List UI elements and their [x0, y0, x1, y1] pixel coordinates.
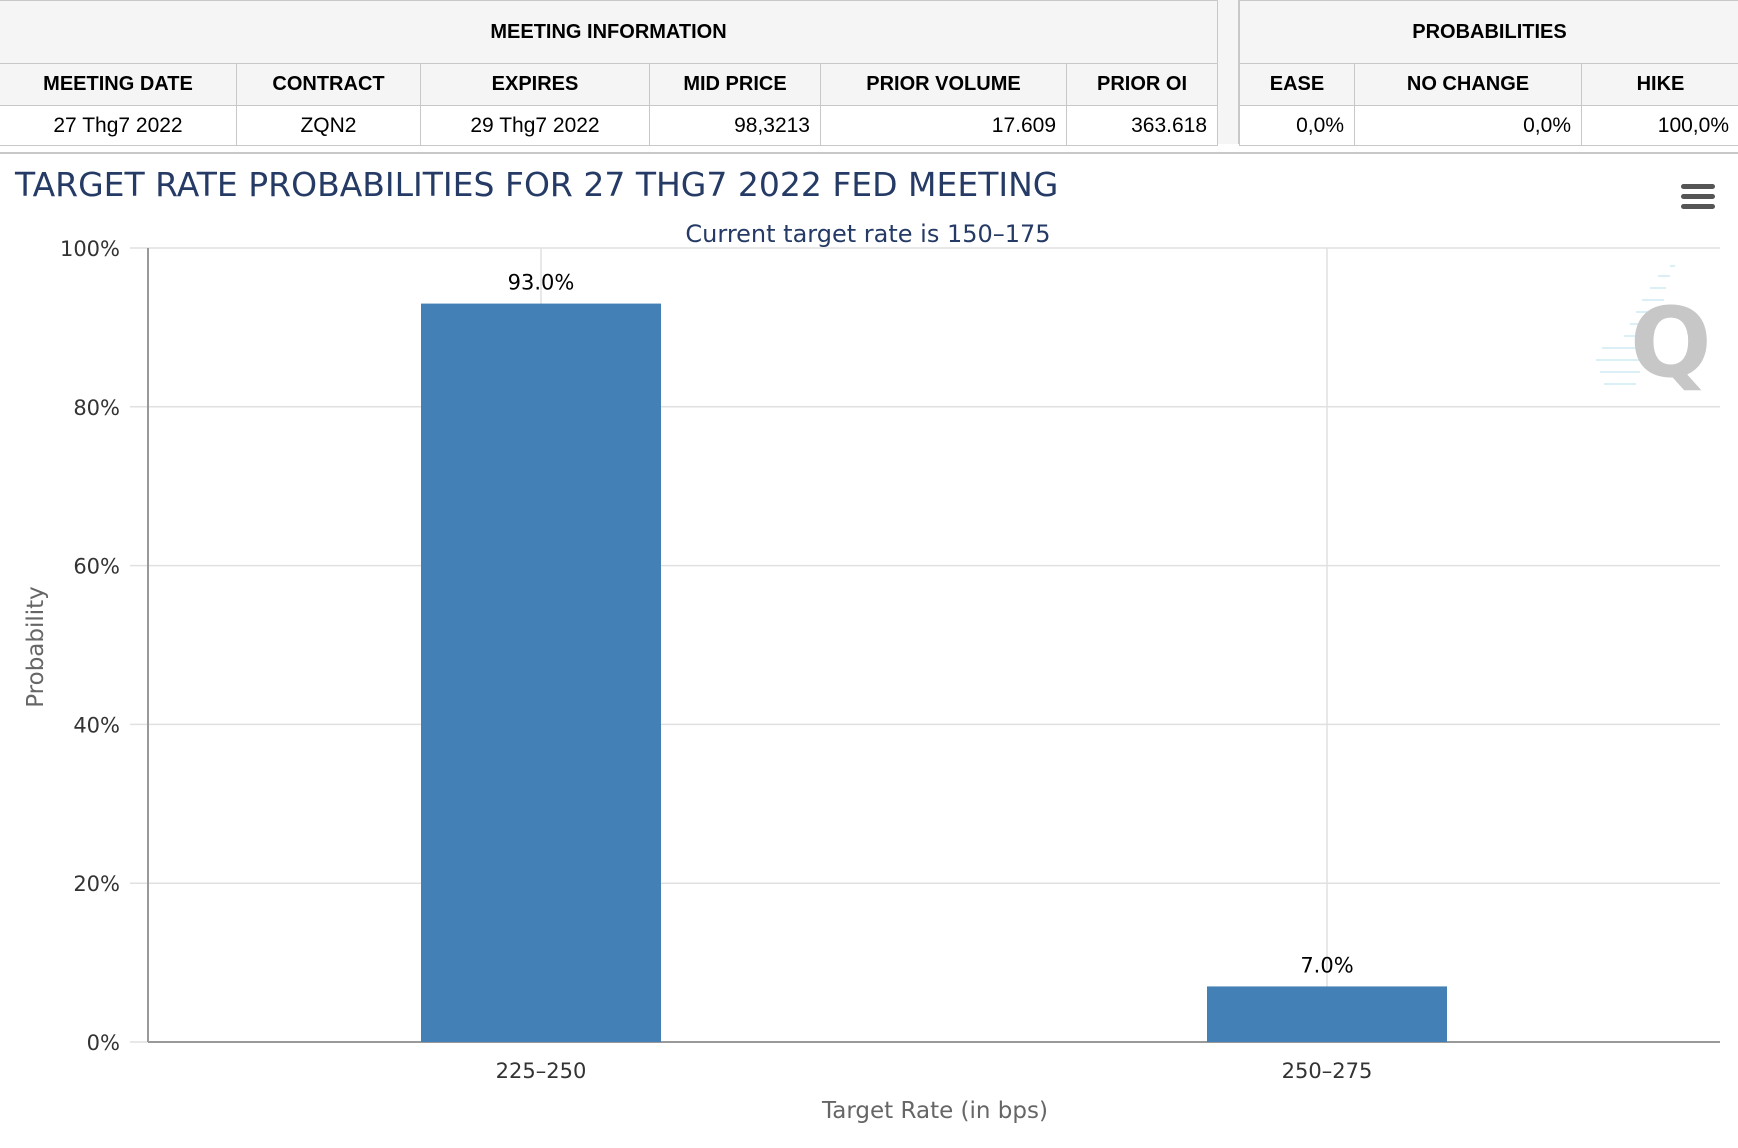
- hamburger-menu-icon[interactable]: [1670, 176, 1726, 218]
- meeting-information-header: MEETING INFORMATION: [0, 0, 1219, 64]
- svg-text:Q: Q: [1630, 287, 1712, 399]
- cell-prior-oi: 363.618: [1065, 105, 1219, 146]
- cell-expires: 29 Thg7 2022: [420, 105, 650, 146]
- col-contract[interactable]: CONTRACT: [236, 63, 421, 106]
- y-axis-title: Probability: [23, 586, 49, 708]
- probabilities-header: PROBABILITIES: [1239, 0, 1738, 64]
- x-tick-label: 225–250: [496, 1059, 587, 1083]
- y-tick-label: 60%: [73, 555, 120, 579]
- col-mid-price[interactable]: MID PRICE: [649, 63, 821, 106]
- y-tick-label: 0%: [87, 1031, 120, 1055]
- y-tick-label: 100%: [60, 237, 120, 261]
- meeting-information-table: MEETING INFORMATION MEETING DATE CONTRAC…: [0, 0, 1219, 146]
- cell-meeting-date: 27 Thg7 2022: [0, 105, 237, 146]
- probabilities-table: PROBABILITIES EASE NO CHANGE HIKE 0,0% 0…: [1239, 0, 1738, 146]
- table-row: 27 Thg7 2022 ZQN2 29 Thg7 2022 98,3213 1…: [0, 105, 1219, 146]
- cell-prior-volume: 17.609: [820, 105, 1067, 146]
- x-axis-title: Target Rate (in bps): [821, 1098, 1048, 1124]
- data-label: 93.0%: [508, 271, 575, 295]
- y-tick-label: 40%: [73, 713, 120, 737]
- col-prior-volume[interactable]: PRIOR VOLUME: [820, 63, 1067, 106]
- col-hike[interactable]: HIKE: [1581, 63, 1738, 106]
- bar[interactable]: [1207, 986, 1447, 1042]
- y-tick-label: 20%: [73, 872, 120, 896]
- col-meeting-date[interactable]: MEETING DATE: [0, 63, 237, 106]
- x-tick-label: 250–275: [1282, 1059, 1373, 1083]
- cell-no-change: 0,0%: [1354, 105, 1582, 146]
- cell-contract: ZQN2: [236, 105, 421, 146]
- data-label: 7.0%: [1300, 953, 1353, 977]
- col-expires[interactable]: EXPIRES: [420, 63, 650, 106]
- cell-ease: 0,0%: [1239, 105, 1355, 146]
- q-logo-watermark: Q: [1596, 265, 1712, 399]
- y-tick-label: 80%: [73, 396, 120, 420]
- col-ease[interactable]: EASE: [1239, 63, 1355, 106]
- chart-subtitle: Current target rate is 150–175: [685, 220, 1050, 248]
- col-prior-oi[interactable]: PRIOR OI: [1065, 63, 1219, 106]
- table-row: 0,0% 0,0% 100,0%: [1239, 105, 1738, 146]
- bar-chart: TARGET RATE PROBABILITIES FOR 27 THG7 20…: [14, 165, 1726, 1124]
- bar[interactable]: [421, 303, 661, 1042]
- table-separator: [1217, 0, 1239, 144]
- chart-title: TARGET RATE PROBABILITIES FOR 27 THG7 20…: [14, 165, 1058, 204]
- chart-panel: TARGET RATE PROBABILITIES FOR 27 THG7 20…: [0, 152, 1738, 1148]
- col-no-change[interactable]: NO CHANGE: [1354, 63, 1582, 106]
- cell-hike: 100,0%: [1581, 105, 1738, 146]
- cell-mid-price: 98,3213: [649, 105, 821, 146]
